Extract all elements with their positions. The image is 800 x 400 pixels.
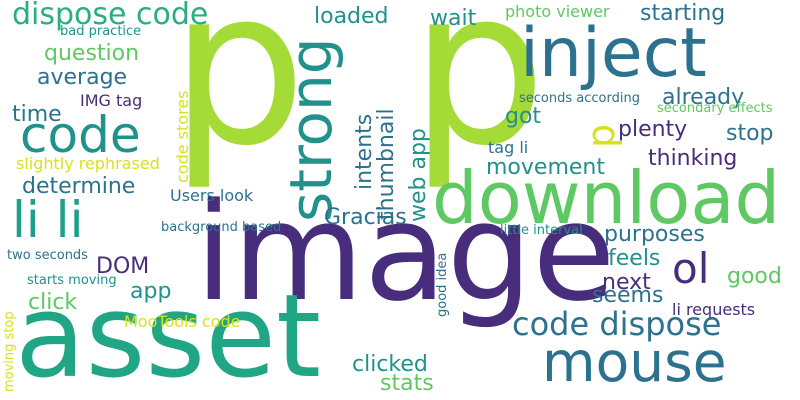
word: li requests	[672, 300, 756, 319]
word: dispose code	[12, 0, 209, 32]
word: click	[28, 290, 78, 315]
word: image	[195, 174, 616, 331]
word: intents	[352, 113, 377, 190]
word: starts moving	[27, 273, 117, 288]
word: loaded	[314, 4, 389, 29]
word: clicked	[352, 352, 428, 377]
word: photo viewer	[505, 2, 610, 21]
word: tag li	[488, 138, 529, 157]
word: plenty	[618, 117, 688, 142]
word: purposes	[604, 222, 705, 247]
word: good	[727, 264, 782, 289]
word: little interval	[500, 223, 583, 238]
word: code stores	[173, 90, 192, 183]
word: ol	[672, 244, 710, 293]
word: wait	[430, 6, 477, 31]
word: thumbnail	[374, 108, 399, 220]
word: MooTools code	[124, 312, 241, 331]
word: asset	[15, 270, 322, 400]
word: question	[44, 41, 140, 66]
word: IMG tag	[80, 91, 143, 110]
word: time	[12, 102, 62, 127]
word: feels	[608, 246, 661, 271]
word: Gracias	[324, 205, 407, 230]
word: movement	[486, 155, 605, 180]
word: bad practice	[60, 24, 142, 39]
word: Users look	[170, 186, 254, 205]
word: moving stop	[2, 311, 17, 392]
word: stats	[380, 371, 434, 396]
word: got	[505, 104, 542, 129]
word: two seconds	[7, 248, 88, 263]
word: determine	[22, 174, 136, 199]
word: good idea	[435, 252, 450, 317]
word: p	[579, 123, 623, 148]
word: download	[432, 156, 781, 240]
word: inject	[520, 14, 707, 93]
word: seems	[592, 283, 664, 308]
word: stop	[726, 121, 774, 146]
word: p	[410, 0, 547, 193]
word: code	[20, 106, 141, 164]
word: p	[170, 0, 307, 193]
word: web app	[406, 128, 431, 222]
word: code dispose	[512, 305, 722, 343]
word: thinking	[648, 146, 738, 171]
word: average	[37, 65, 128, 90]
word: starting	[640, 1, 726, 26]
word: app	[130, 279, 172, 304]
word: DOM	[96, 254, 150, 279]
word: slightly rephrased	[16, 154, 160, 173]
word: seconds according	[519, 91, 640, 106]
word: next	[602, 270, 651, 295]
word: background based	[161, 220, 282, 235]
word: secondary effects	[657, 101, 773, 116]
word: li li	[12, 191, 84, 249]
word: mouse	[542, 330, 727, 394]
word: strong	[277, 37, 345, 222]
word: already	[662, 85, 745, 110]
